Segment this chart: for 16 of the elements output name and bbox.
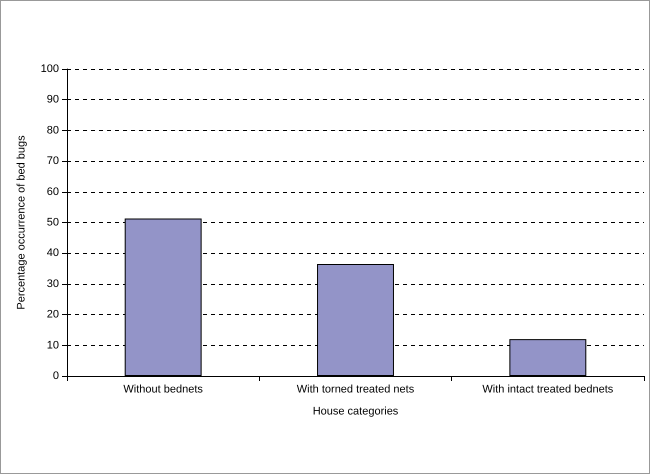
y-tick-label: 50: [46, 216, 59, 228]
x-tick-label: With torned treated nets: [296, 384, 415, 396]
y-tick-label: 10: [46, 339, 59, 352]
y-tick-label: 20: [46, 308, 59, 321]
x-tick-label: With intact treated bednets: [482, 384, 614, 396]
y-tick-label: 80: [46, 124, 59, 136]
x-axis-title: House categories: [312, 406, 399, 418]
y-tick-label: 0: [52, 370, 59, 382]
y-tick-label: 70: [46, 155, 59, 168]
y-tick-label: 100: [40, 63, 59, 75]
y-tick-label: 60: [46, 186, 59, 198]
y-tick-label: 30: [46, 278, 59, 290]
y-tick-label: 90: [46, 94, 59, 106]
y-tick-label: 40: [46, 247, 59, 260]
x-tick-label: Without bednets: [123, 384, 204, 396]
y-axis-title: Percentage occurrence of bed bugs: [16, 134, 28, 310]
